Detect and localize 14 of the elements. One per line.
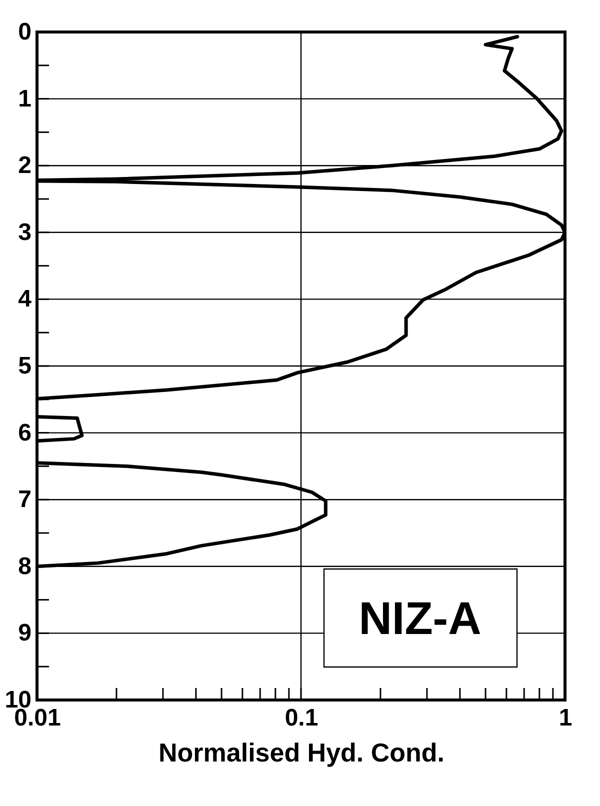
x-tick-label: 0.1 bbox=[284, 704, 318, 732]
x-tick-label: 1 bbox=[558, 704, 572, 732]
annotation: NIZ-A bbox=[358, 592, 482, 644]
y-tick-label: 6 bbox=[18, 419, 32, 446]
y-tick-label: 7 bbox=[18, 486, 32, 514]
y-tick-label: 0 bbox=[18, 18, 32, 46]
y-tick-label: 1 bbox=[18, 85, 32, 112]
y-tick-label: 5 bbox=[18, 352, 32, 380]
y-tick-label: 8 bbox=[18, 552, 32, 580]
y-tick-label: 9 bbox=[18, 620, 32, 647]
x-axis-title: Normalised Hyd. Cond. bbox=[158, 738, 445, 768]
y-tick-label: 4 bbox=[18, 286, 32, 313]
y-tick-label: 2 bbox=[18, 152, 32, 180]
y-tick-label: 3 bbox=[18, 218, 32, 246]
